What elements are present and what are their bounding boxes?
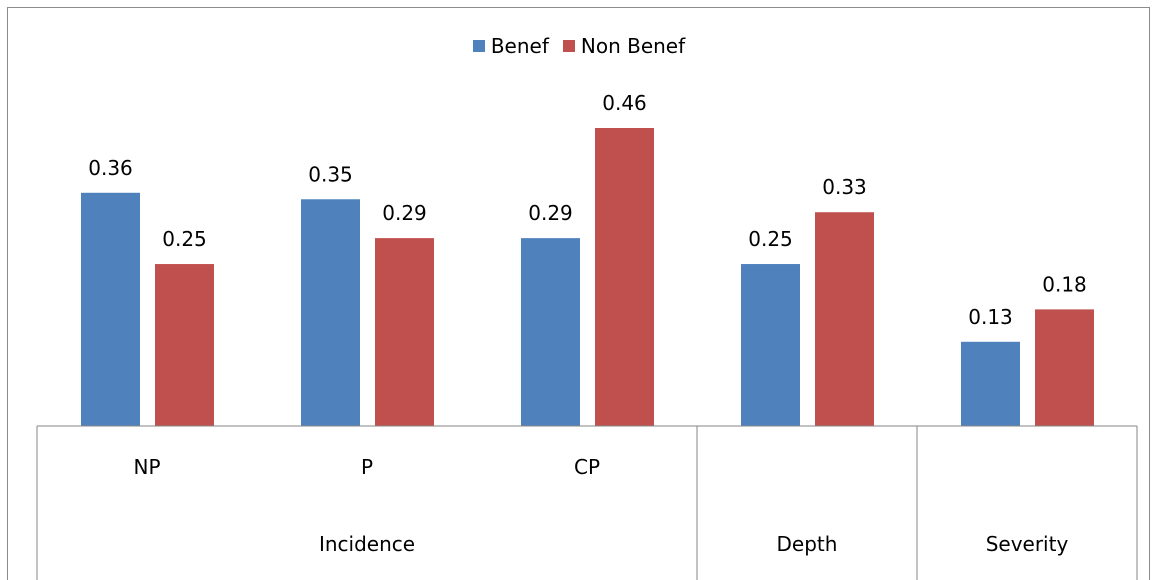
- legend-item-benef: Benef: [472, 34, 549, 58]
- x-tick-label: NP: [133, 455, 160, 479]
- data-label: 0.33: [822, 175, 867, 199]
- x-group-label: Incidence: [319, 532, 415, 556]
- data-label: 0.13: [968, 305, 1013, 329]
- bar: [961, 341, 1020, 426]
- bar: [595, 128, 654, 426]
- data-label: 0.18: [1042, 272, 1087, 296]
- bar: [301, 199, 360, 426]
- bar: [521, 238, 580, 426]
- x-group-label: Depth: [777, 532, 838, 556]
- bar: [81, 192, 140, 426]
- legend-item-non-benef: Non Benef: [562, 34, 686, 58]
- bar: [815, 212, 874, 426]
- bar: [741, 264, 800, 426]
- legend-label-non-benef: Non Benef: [580, 34, 686, 58]
- bar: [1035, 309, 1094, 426]
- legend: Benef Non Benef: [0, 34, 1158, 58]
- data-label: 0.29: [382, 201, 427, 225]
- legend-swatch-non-benef: [562, 40, 575, 52]
- x-tick-label: P: [361, 455, 373, 479]
- x-tick-label: CP: [574, 455, 600, 479]
- data-label: 0.35: [308, 162, 353, 186]
- data-label: 0.46: [602, 91, 647, 115]
- data-label: 0.25: [748, 227, 793, 251]
- data-label: 0.25: [162, 227, 207, 251]
- legend-label-benef: Benef: [490, 34, 549, 58]
- data-label: 0.36: [88, 156, 133, 180]
- bar: [375, 238, 434, 426]
- legend-swatch-benef: [472, 40, 485, 52]
- bar: [155, 264, 214, 426]
- data-label: 0.29: [528, 201, 573, 225]
- x-group-label: Severity: [986, 532, 1069, 556]
